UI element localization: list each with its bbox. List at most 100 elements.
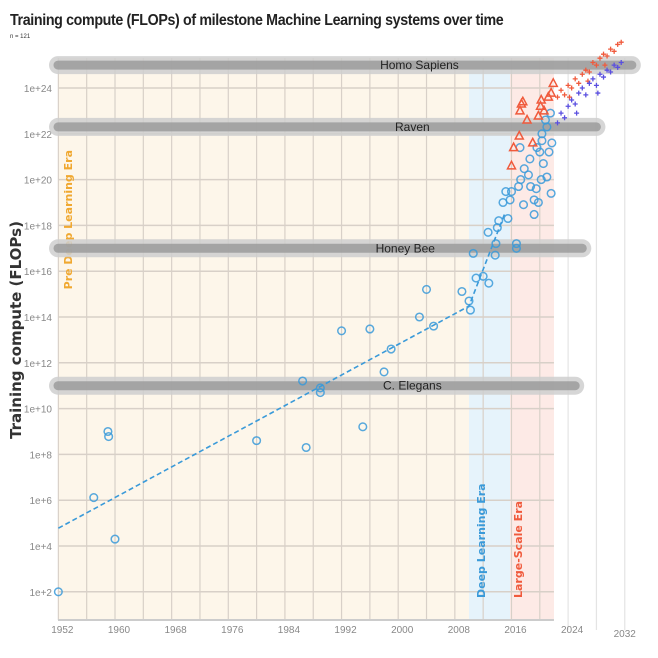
data-point-projection [562, 115, 568, 121]
x-tick-label: 1984 [278, 625, 301, 636]
data-point-circle [529, 195, 539, 205]
data-point-triangle [535, 100, 546, 110]
data-point-circle [484, 278, 494, 288]
era-label: Pre Deep Learning Era [62, 150, 75, 289]
data-point-projection [615, 41, 621, 47]
data-point-projection [576, 90, 582, 96]
data-point-projection [558, 87, 564, 93]
y-tick-label: 1e+4 [29, 542, 52, 553]
y-tick-label: 1e+24 [24, 84, 53, 95]
data-point-circle [414, 312, 424, 322]
data-point-circle [89, 493, 99, 503]
data-point-circle [468, 248, 478, 258]
data-point-projection [615, 64, 621, 70]
data-point-projection [590, 59, 596, 65]
data-point-circle [104, 432, 114, 442]
x-tick-label: 2032 [614, 629, 637, 640]
data-point-circle [503, 213, 513, 224]
data-point-projection [586, 69, 592, 75]
chart-title: Training compute (FLOPs) of milestone Ma… [10, 12, 504, 29]
data-point-circle [518, 200, 529, 210]
data-point-projection [586, 80, 592, 86]
data-point-circle [298, 376, 308, 386]
reference-band-label: Raven [395, 120, 430, 134]
data-point-triangle [508, 141, 519, 152]
data-point-triangle [514, 129, 525, 140]
y-tick-label: 1e+22 [24, 130, 53, 141]
data-point-projection [611, 62, 617, 68]
data-point-circle [523, 170, 534, 180]
x-tick-label: 2016 [504, 625, 527, 636]
x-tick-label: 1992 [334, 625, 357, 636]
data-point-projection [579, 85, 585, 91]
data-point-circle [315, 388, 325, 398]
data-point-circle [491, 239, 501, 249]
data-point-projection [555, 94, 560, 100]
data-point-circle [511, 239, 521, 249]
y-tick-label: 1e+8 [29, 450, 52, 461]
data-point-circle [525, 154, 535, 164]
data-point-projection [608, 46, 614, 52]
y-tick-label: 1e+18 [24, 221, 53, 232]
data-point-projection [601, 74, 607, 80]
data-point-projection [593, 62, 599, 68]
data-point-circle [110, 534, 120, 544]
data-point-circle [457, 286, 467, 297]
data-point-projection [569, 85, 575, 91]
y-tick-label: 1e+2 [29, 588, 52, 599]
x-tick-label: 2000 [391, 625, 414, 636]
x-tick-label: 2008 [448, 625, 471, 636]
x-tick-label: 1976 [221, 625, 244, 636]
data-point-circle [103, 426, 113, 437]
y-tick-label: 1e+20 [24, 176, 53, 187]
data-point-projection [597, 55, 603, 61]
data-point-projection [618, 59, 624, 65]
data-point-projection [562, 92, 568, 98]
data-point-triangle [527, 136, 538, 147]
data-point-circle [546, 188, 556, 198]
data-point-circle [538, 159, 548, 169]
data-point-projection [590, 76, 596, 82]
data-point-circle [511, 243, 521, 253]
data-point-projection [572, 101, 578, 107]
data-point-projection [602, 62, 608, 68]
reference-band-label: Honey Bee [376, 241, 436, 255]
data-point-triangle [548, 77, 559, 88]
data-point-triangle [521, 113, 533, 124]
y-tick-label: 1e+12 [24, 359, 53, 370]
data-point-projection [565, 82, 571, 88]
data-point-circle [379, 367, 389, 377]
data-point-projection [604, 53, 610, 59]
data-point-circle [537, 136, 547, 146]
data-point-projection [583, 67, 589, 73]
data-point-projection [558, 110, 564, 116]
data-point-projection [597, 71, 603, 77]
data-point-circle [252, 436, 262, 446]
x-tick-label: 1968 [165, 625, 188, 636]
data-point-circle [429, 321, 439, 331]
data-point-projection [593, 82, 599, 88]
data-point-circle [519, 164, 529, 174]
data-point-circle [465, 305, 475, 315]
data-point-circle [358, 422, 368, 432]
chart-subtitle: n = 121 [10, 34, 31, 40]
data-point-circle [490, 250, 500, 260]
era-region-0 [58, 58, 470, 620]
data-point-circle [315, 383, 325, 393]
era-region-1 [469, 58, 511, 620]
data-point-circle [478, 271, 488, 281]
data-point-circle [53, 587, 63, 597]
data-point-triangle [535, 93, 547, 104]
x-tick-label: 1952 [51, 625, 74, 636]
data-point-circle [483, 227, 493, 237]
data-point-circle [365, 324, 375, 334]
data-point-circle [337, 326, 347, 336]
data-point-projection [567, 94, 573, 100]
data-point-triangle [538, 104, 550, 115]
data-point-circle [421, 284, 432, 294]
data-point-projection [572, 76, 578, 82]
data-point-triangle [514, 104, 526, 115]
data-point-circle [544, 147, 554, 157]
data-point-circle [532, 143, 542, 153]
reference-band-label: C. Elegans [383, 379, 442, 393]
